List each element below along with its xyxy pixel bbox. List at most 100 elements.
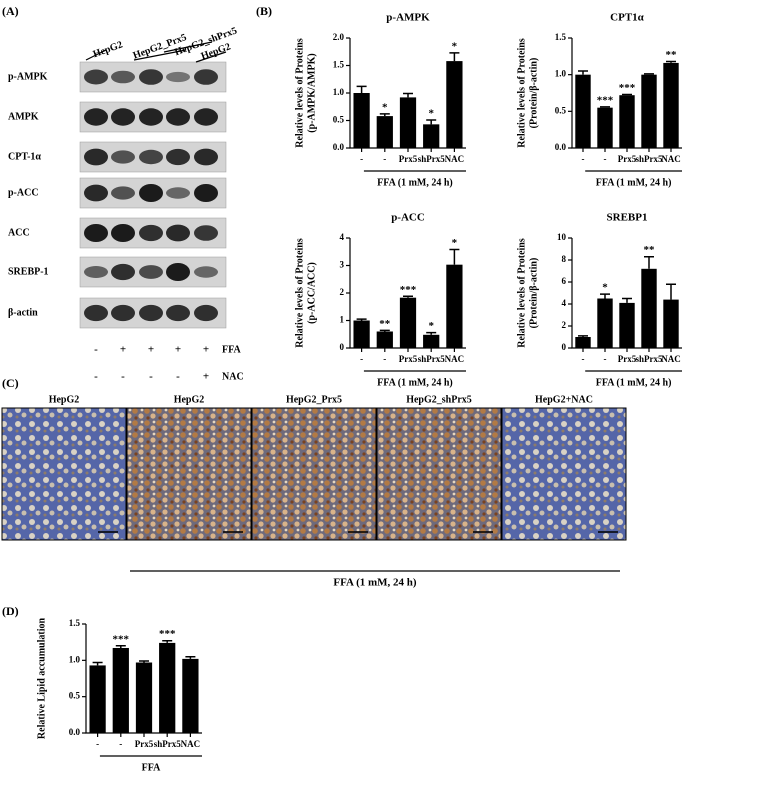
x-tick-label: - (360, 354, 363, 364)
blot-row-label: p-AMPK (8, 71, 48, 82)
blot-band (139, 69, 163, 85)
bar (663, 299, 679, 348)
error-bar (666, 60, 676, 63)
blot-band (111, 70, 135, 84)
y-axis-label: Relative levels of Proteins (294, 38, 305, 148)
x-tick-label: - (383, 154, 386, 164)
blot-row-label: ACC (8, 227, 30, 238)
blot-band (139, 108, 163, 126)
chart-title: CPT1α (610, 12, 645, 24)
error-bar (578, 335, 588, 337)
error-bar (622, 93, 632, 96)
bar (446, 61, 463, 148)
panel-label: (D) (2, 604, 19, 618)
bar (399, 297, 417, 348)
blot-row-label: β-actin (8, 307, 38, 318)
blot-band (166, 148, 190, 166)
bar (597, 107, 613, 148)
y-tick-label: 1.5 (333, 60, 345, 70)
blot-row-label: CPT-1α (8, 151, 41, 162)
x-tick-label: shPrx5 (636, 154, 664, 164)
y-tick-label: 1 (340, 315, 345, 325)
significance: * (602, 282, 608, 294)
blot-band (166, 263, 190, 281)
significance: * (452, 237, 458, 249)
treatment-sign: + (148, 344, 154, 356)
bar (446, 264, 463, 348)
y-tick-label: 2.0 (333, 32, 345, 42)
error-bar (403, 92, 413, 98)
blot-band (139, 304, 163, 322)
micrograph (251, 407, 377, 541)
y-tick-label: 0.5 (69, 691, 81, 701)
blot-band (111, 108, 135, 126)
treatment-sign: + (203, 371, 209, 383)
bar (641, 74, 657, 148)
treatment-sign: - (121, 371, 125, 383)
blot-band (111, 150, 135, 164)
blot-band (139, 149, 163, 165)
error-bar (449, 52, 460, 62)
blot-band (139, 224, 163, 242)
error-bar (644, 73, 654, 75)
significance: ** (379, 318, 391, 330)
blot-band (166, 304, 190, 322)
error-bar (666, 283, 676, 300)
significance: *** (113, 633, 130, 645)
y-tick-label: 0.5 (333, 115, 345, 125)
treatment-sign: + (175, 344, 181, 356)
bar (575, 74, 591, 148)
x-tick-label: NAC (661, 154, 681, 164)
significance: *** (400, 284, 417, 296)
treatment-sign: + (203, 344, 209, 356)
bar (423, 124, 440, 148)
y-axis-label: (p-AMPK/AMPK) (306, 53, 317, 132)
x-tick-label: Prx5 (618, 154, 637, 164)
x-tick-label: shPrx5 (418, 154, 446, 164)
blot-band (84, 224, 108, 242)
error-bar (115, 645, 126, 648)
y-axis-label: (p-ACC/ACC) (306, 262, 317, 324)
lane-line (85, 49, 107, 61)
group-label: FFA (1 mM, 24 h) (377, 177, 453, 188)
y-tick-label: 1.5 (555, 32, 567, 42)
significance: * (452, 40, 458, 52)
blot-band (139, 184, 163, 202)
y-tick-label: 1.0 (333, 87, 345, 97)
error-bar (644, 255, 654, 269)
error-bar (379, 113, 390, 117)
blot-row-label: AMPK (8, 111, 39, 122)
y-axis-label: Relative levels of Proteins (294, 238, 305, 348)
panel-label: (B) (256, 4, 272, 18)
error-bar (356, 85, 367, 93)
blot-band (166, 108, 190, 126)
y-tick-label: 0.5 (555, 105, 567, 115)
micrograph-title: HepG2+NAC (535, 394, 593, 405)
bar (641, 268, 657, 348)
lane-line (133, 49, 187, 61)
micrograph-title: HepG2_Prx5 (286, 394, 342, 405)
y-tick-label: 2 (340, 287, 345, 297)
x-tick-label: shPrx5 (154, 739, 182, 749)
error-bar (426, 119, 437, 125)
bar (399, 97, 417, 148)
bar (423, 334, 440, 348)
error-bar (600, 293, 610, 299)
y-axis-label: Relative Lipid accumulation (36, 618, 47, 740)
x-tick-label: - (119, 739, 122, 749)
treatment-sign: - (176, 371, 180, 383)
y-tick-label: 1.0 (69, 654, 81, 664)
blot-row-label: p-ACC (8, 187, 39, 198)
blot-band (194, 148, 218, 166)
treatment-label: FFA (1 mM, 24 h) (333, 577, 417, 589)
bar (663, 62, 679, 148)
treatment-sign: + (120, 344, 126, 356)
x-tick-label: NAC (661, 354, 681, 364)
blot-row-label: SREBP-1 (8, 266, 49, 277)
significance: * (428, 320, 434, 332)
error-bar (162, 639, 173, 643)
blot-band (166, 187, 190, 199)
y-axis-label: Relative levels of Proteins (516, 38, 527, 148)
blot-band (194, 225, 218, 241)
blot-band (84, 69, 108, 85)
